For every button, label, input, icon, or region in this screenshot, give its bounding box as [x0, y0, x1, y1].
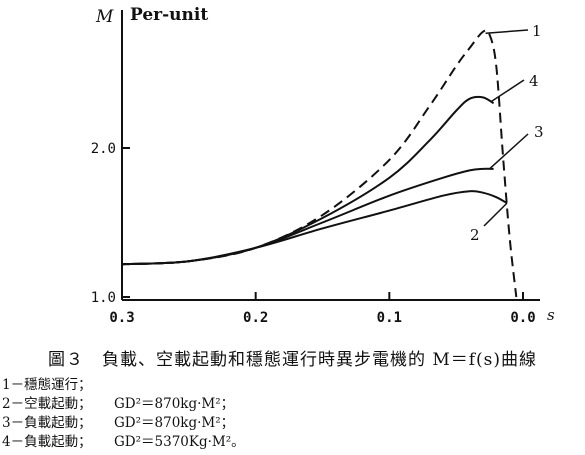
x-tick-label: 0.3: [109, 310, 134, 326]
leader-line: [485, 29, 529, 35]
y-tick-label: 2.0: [91, 141, 116, 157]
figure-caption: 圖３ 負載、空載起動和穩態運行時異步電機的 M＝f(s)曲線: [47, 350, 538, 370]
legend-label: 2－空載起動；: [2, 396, 92, 412]
x-tick-label: 0.1: [377, 310, 402, 326]
y-axis-symbol: M: [95, 7, 114, 27]
legend-item: 3－負載起動； GD²＝870kg·M²；: [2, 414, 245, 433]
x-tick-label: 0.2: [243, 310, 268, 326]
x-tick-label: 0.0: [510, 310, 535, 326]
legend-item: 4－負載起動； GD²＝5370Kg·M²。: [2, 433, 245, 452]
leader-line: [483, 202, 508, 227]
y-axis-unit: Per-unit: [130, 5, 208, 25]
curve-label: 2: [470, 226, 480, 244]
curve-1: [121, 29, 518, 298]
curve-label: 4: [529, 72, 539, 90]
curve-label: 1: [532, 22, 542, 40]
legend-gd: GD²＝870kg·M²；: [114, 396, 235, 412]
legend-label: 1－穩態運行；: [2, 377, 92, 393]
legend: 1－穩態運行； 2－空載起動； GD²＝870kg·M²； 3－負載起動； GD²＝…: [2, 376, 245, 452]
leader-line: [489, 133, 529, 170]
legend-gd: GD²＝5370Kg·M²。: [114, 434, 245, 450]
axes: 0.3 0.2 0.1 0.0 1.0 2.0 M Per-unit s: [91, 5, 555, 326]
leader-line: [490, 79, 525, 103]
y-tick-label: 1.0: [91, 290, 116, 306]
legend-label: 4－負載起動；: [2, 434, 92, 450]
legend-label: 3－負載起動；: [2, 415, 92, 431]
x-axis-label: s: [547, 306, 555, 324]
chart: 0.3 0.2 0.1 0.0 1.0 2.0 M Per-unit s 1 2 3 4: [91, 5, 555, 326]
curve-label: 3: [534, 123, 544, 141]
curves: [121, 29, 518, 298]
legend-item: 2－空載起動； GD²＝870kg·M²；: [2, 395, 245, 414]
legend-gd: GD²＝870kg·M²；: [114, 415, 235, 431]
curve-4: [121, 95, 495, 266]
curve-3: [121, 167, 494, 266]
curve-labels: 1 2 3 4: [470, 22, 544, 244]
legend-item: 1－穩態運行；: [2, 376, 245, 395]
curve-2: [121, 190, 508, 266]
